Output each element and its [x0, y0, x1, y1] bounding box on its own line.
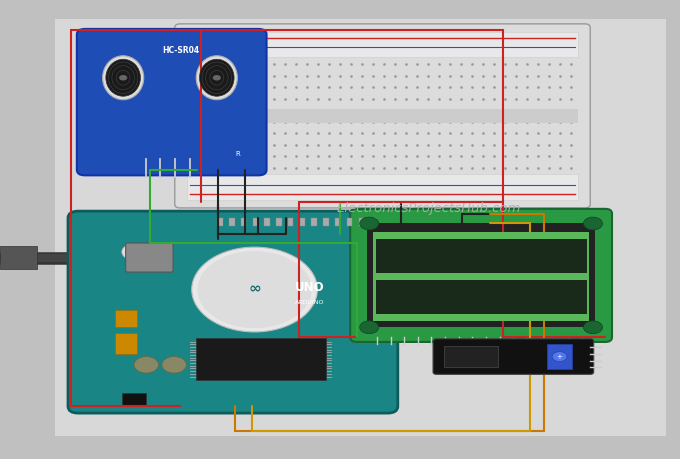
FancyBboxPatch shape: [175, 24, 590, 208]
Bar: [323, 218, 328, 226]
Bar: [187, 32, 578, 57]
Bar: [367, 224, 595, 327]
Ellipse shape: [103, 56, 143, 100]
Bar: [358, 218, 364, 226]
Text: ∞: ∞: [248, 280, 261, 295]
Bar: [547, 344, 572, 369]
Bar: [187, 109, 578, 123]
Bar: [444, 346, 498, 367]
Bar: [347, 218, 352, 226]
Text: ElectronicsProjectsHub.com: ElectronicsProjectsHub.com: [336, 202, 521, 215]
Bar: [0, 246, 37, 269]
FancyBboxPatch shape: [68, 211, 398, 413]
Circle shape: [583, 321, 602, 334]
FancyBboxPatch shape: [433, 339, 594, 375]
Bar: [335, 218, 341, 226]
Ellipse shape: [199, 59, 234, 96]
Text: R: R: [235, 151, 240, 157]
Bar: [265, 218, 270, 226]
Circle shape: [552, 352, 567, 362]
Bar: [116, 310, 137, 327]
Ellipse shape: [197, 56, 237, 100]
FancyBboxPatch shape: [77, 29, 267, 175]
Bar: [375, 280, 587, 314]
Circle shape: [360, 321, 379, 334]
Bar: [253, 218, 258, 226]
Bar: [311, 218, 317, 226]
Circle shape: [197, 251, 311, 328]
Bar: [241, 218, 246, 226]
Bar: [218, 218, 223, 226]
Text: ARDUINO: ARDUINO: [294, 300, 324, 305]
Bar: [373, 232, 589, 321]
FancyBboxPatch shape: [350, 209, 612, 342]
Text: UNO: UNO: [294, 281, 324, 294]
Circle shape: [192, 247, 318, 332]
Circle shape: [360, 217, 379, 230]
Bar: [276, 218, 282, 226]
Circle shape: [119, 75, 127, 80]
FancyBboxPatch shape: [126, 243, 173, 272]
Circle shape: [134, 357, 158, 373]
Bar: [229, 218, 235, 226]
Bar: [122, 393, 146, 406]
Circle shape: [213, 75, 221, 80]
Circle shape: [122, 244, 146, 260]
Bar: [116, 333, 137, 353]
Bar: [371, 218, 376, 226]
Text: HC-SR04: HC-SR04: [162, 46, 199, 55]
Bar: [288, 218, 293, 226]
Text: +: +: [557, 353, 562, 359]
Circle shape: [583, 217, 602, 230]
Bar: [300, 218, 305, 226]
Ellipse shape: [106, 59, 141, 96]
Bar: [187, 174, 578, 200]
Bar: [375, 240, 587, 273]
Circle shape: [162, 357, 186, 373]
Bar: [196, 338, 326, 380]
